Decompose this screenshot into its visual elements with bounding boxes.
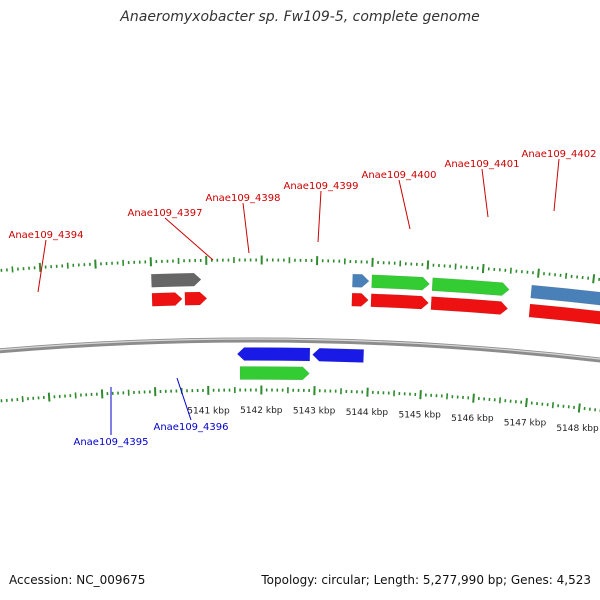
gene-label-leader — [37, 239, 47, 293]
genome-title: Anaeromyxobacter sp. Fw109-5, complete g… — [120, 9, 480, 25]
plus-scale-tick — [592, 274, 596, 284]
gene-label-leader — [481, 168, 489, 218]
gene-anae109-4396[interactable] — [312, 347, 365, 363]
gene-label[interactable]: Anae109_4396 — [154, 422, 229, 433]
scale-tick-label: 5146 kbp — [451, 414, 494, 424]
gene-label-leader — [242, 202, 250, 254]
gene-anae109-4394[interactable] — [184, 291, 208, 306]
plus-strand-gene[interactable] — [370, 293, 429, 310]
minus-scale-tick — [472, 393, 475, 403]
plus-scale-tick — [509, 267, 512, 274]
genome-backbone-highlight — [0, 338, 600, 360]
gene-track — [150, 272, 600, 381]
plus-scale-tick — [38, 262, 42, 272]
plus-strand-gene[interactable] — [430, 296, 509, 315]
minus-strand-gene[interactable] — [236, 347, 311, 362]
minus-scale-tick — [498, 397, 502, 404]
scale-tick-label: 5142 kbp — [240, 406, 283, 416]
gene-anae109-4400[interactable] — [530, 284, 600, 306]
gene-label-layer: Anae109_4394Anae109_4397Anae109_4398Anae… — [9, 149, 597, 448]
scale-tick-label: 5141 kbp — [187, 406, 230, 416]
scale-tick-label: 5143 kbp — [293, 407, 336, 417]
gene-label[interactable]: Anae109_4399 — [284, 181, 359, 192]
gene-label[interactable]: Anae109_4397 — [128, 208, 203, 219]
plus-strand-gene[interactable] — [351, 292, 369, 307]
gene-anae109-4397[interactable] — [352, 273, 370, 288]
scale-tick-label: 5148 kbp — [556, 424, 599, 434]
plus-scale-tick — [537, 268, 540, 278]
plus-strand-gene[interactable] — [528, 303, 600, 325]
accession-label: Accession: NC_009675 — [9, 573, 146, 587]
scale-tick-label: 5147 kbp — [504, 419, 547, 429]
gene-label[interactable]: Anae109_4401 — [445, 159, 520, 170]
scale-tick-label: 5145 kbp — [398, 411, 441, 421]
minus-scale-tick — [525, 398, 528, 408]
gene-label[interactable]: Anae109_4394 — [9, 230, 84, 241]
gene-label[interactable]: Anae109_4400 — [362, 170, 437, 181]
gene-label-leader — [317, 190, 322, 243]
minus-scale-tick — [419, 390, 422, 400]
gene-label-leader — [553, 158, 560, 212]
plus-scale-tick — [564, 272, 568, 279]
gene-label-leader — [398, 179, 411, 230]
plus-scale-tick — [426, 260, 430, 270]
gene-anae109-4395[interactable] — [239, 366, 310, 381]
backbone-track — [0, 337, 600, 363]
topology-summary: Topology: circular; Length: 5,277,990 bp… — [261, 573, 591, 587]
scale-track: 5141 kbp 5142 kbp 5143 kbp 5144 kbp 5145 kbp… — [0, 255, 600, 434]
gene-anae109-4398[interactable] — [371, 274, 430, 291]
minus-scale-tick — [577, 403, 581, 413]
gene-label[interactable]: Anae109_4395 — [74, 437, 149, 448]
minus-scale-tick — [47, 392, 51, 402]
genome-backbone — [0, 337, 600, 363]
plus-strand-gene[interactable] — [151, 292, 183, 307]
plus-scale-tick — [481, 263, 485, 274]
gene-label[interactable]: Anae109_4402 — [522, 149, 597, 160]
minus-scale-tick — [551, 402, 555, 409]
gene-anae109-4399[interactable] — [431, 277, 510, 296]
plus-strand-gene[interactable] — [150, 272, 202, 288]
gene-label-leader — [164, 217, 214, 261]
scale-tick-label: 5144 kbp — [346, 408, 389, 418]
gene-label-leader — [176, 377, 192, 421]
gene-label[interactable]: Anae109_4398 — [206, 193, 281, 204]
